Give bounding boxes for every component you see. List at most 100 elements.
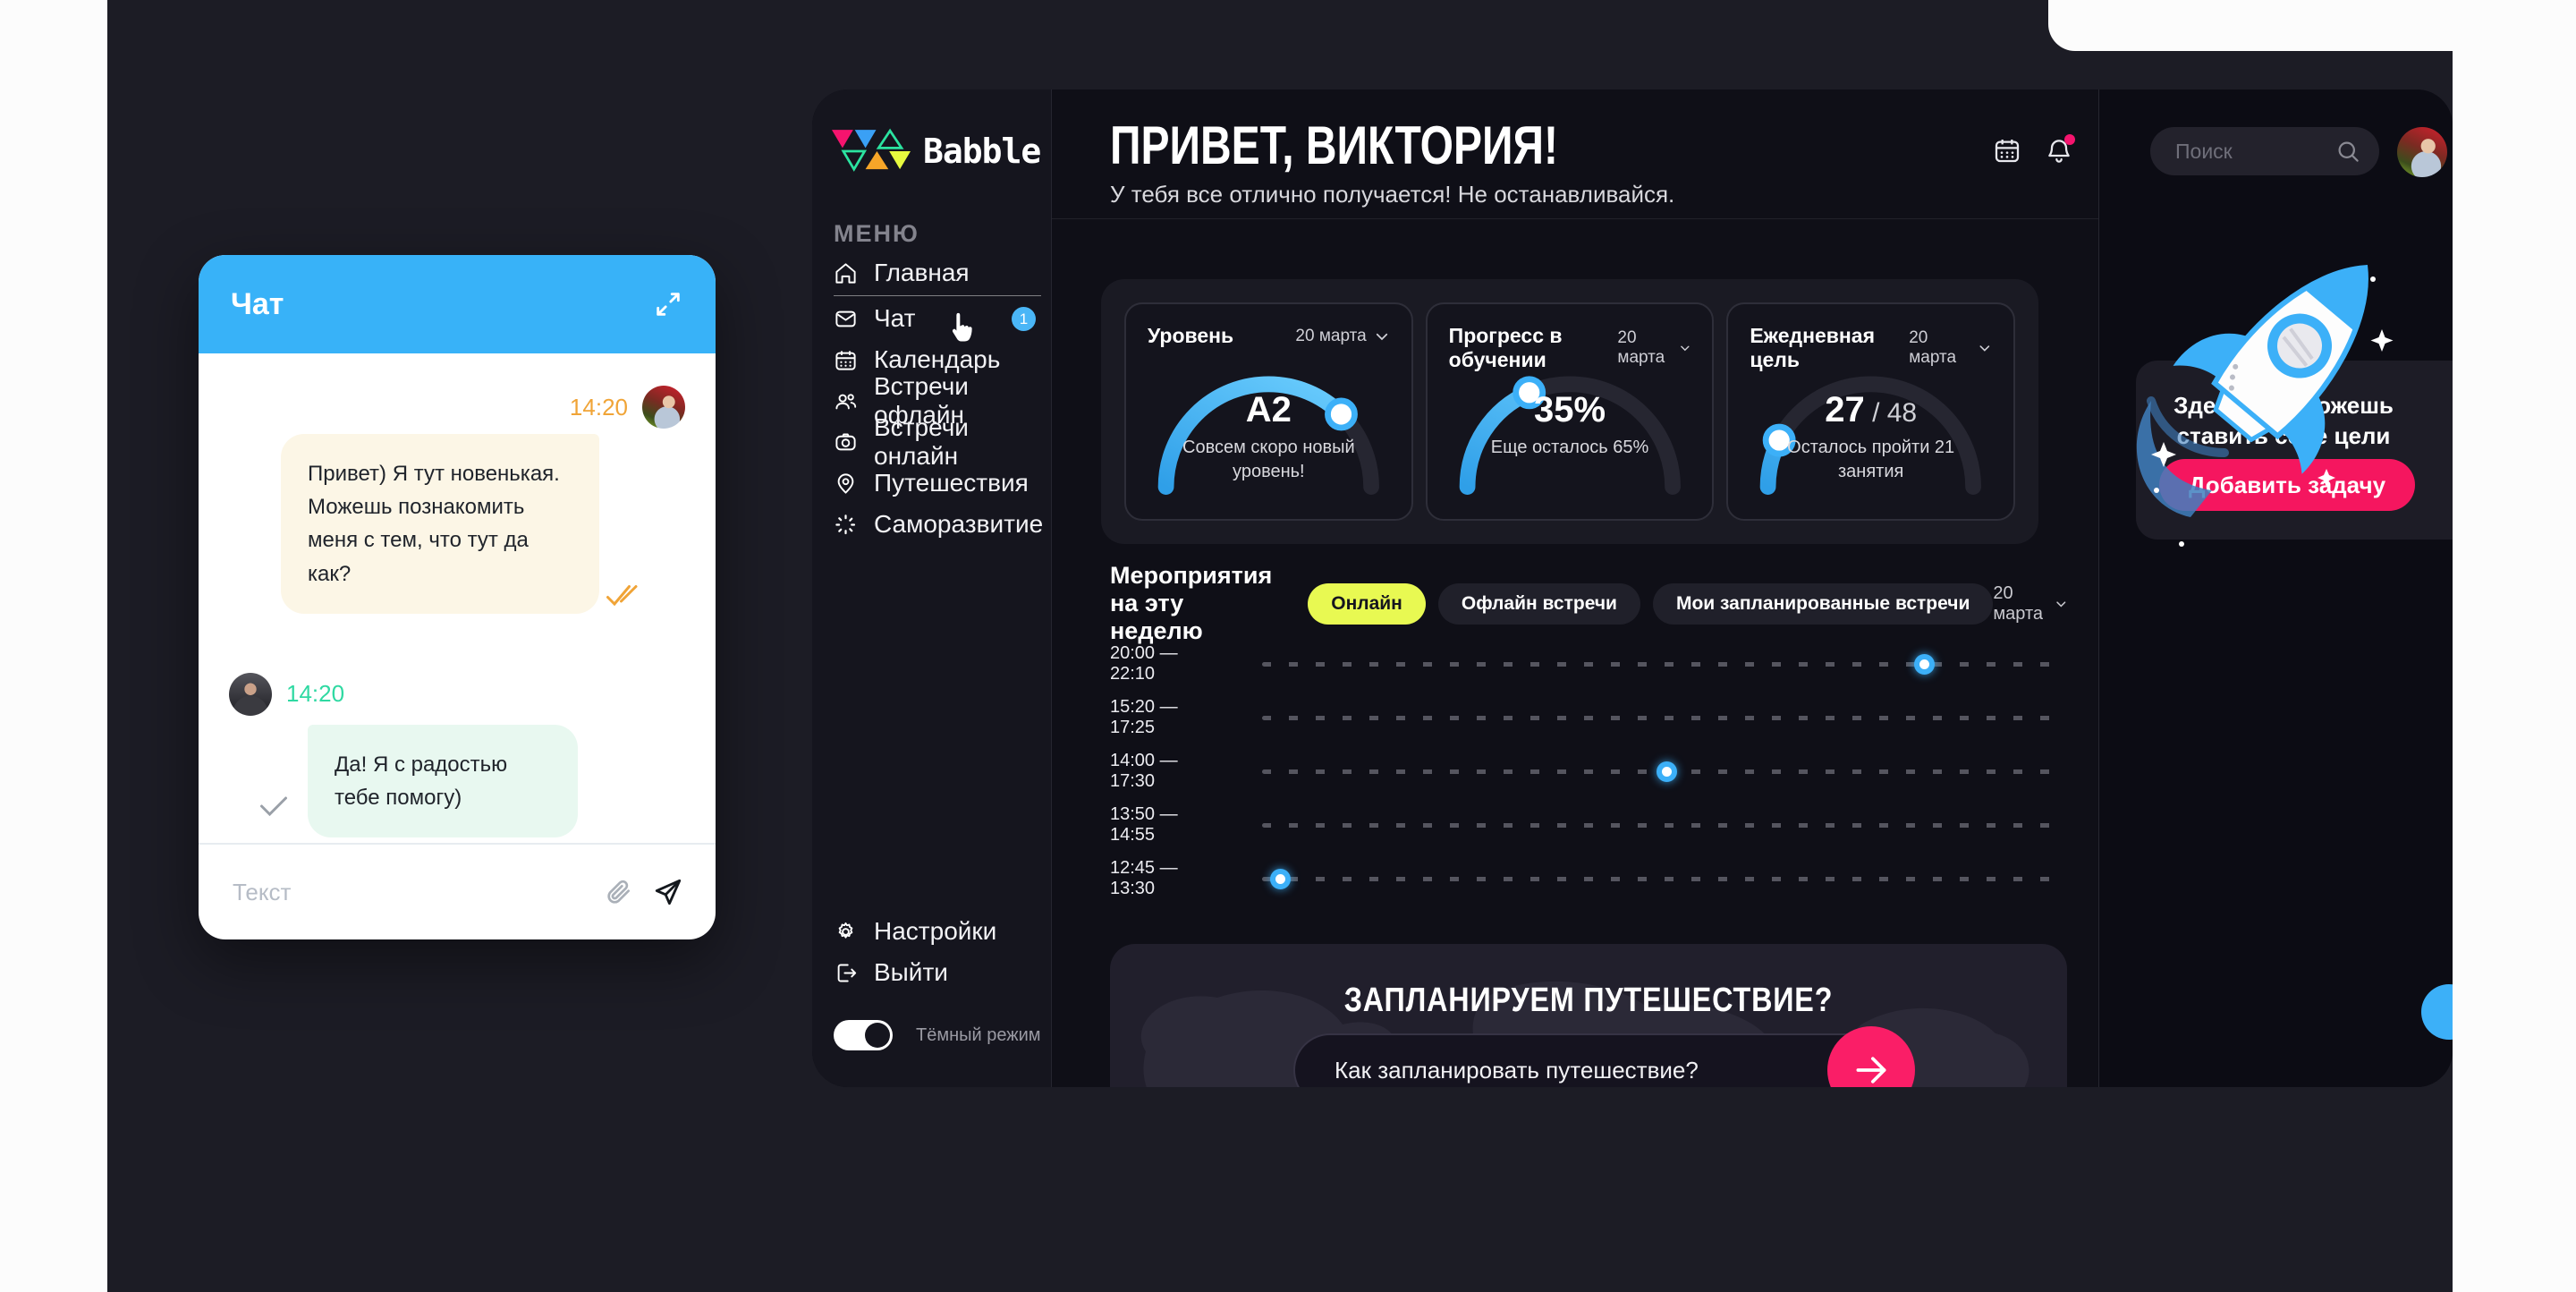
active-item-underline: [834, 295, 1041, 296]
page-title: ПРИВЕТ, ВИКТОРИЯ!: [1110, 115, 1558, 175]
gauge-chart: [1459, 376, 1681, 495]
sidebar-item-label: Чат: [874, 304, 916, 332]
chat-text-input[interactable]: [231, 877, 585, 907]
chat-unread-badge: 1: [1012, 307, 1036, 331]
travel-input-pill: [1293, 1026, 1915, 1087]
event-dot[interactable]: [1270, 869, 1291, 889]
sidebar-item-online-meetings[interactable]: Встречи онлайн: [834, 413, 1041, 470]
send-icon[interactable]: [653, 877, 683, 907]
schedule-header: Мероприятия на эту неделю Онлайн Офлайн …: [1110, 562, 2066, 645]
sidebar-item-home[interactable]: Главная: [834, 252, 1041, 293]
page-subtitle: У тебя все отлично получается! Не остана…: [1110, 181, 1675, 208]
floating-chat-button[interactable]: [2421, 984, 2453, 1040]
search-input[interactable]: [2174, 138, 2334, 165]
chevron-down-icon: [1376, 333, 1387, 340]
avatar-man: [229, 672, 272, 716]
gear-icon: [838, 922, 853, 939]
sidebar-item-label: Главная: [874, 259, 970, 286]
stat-card-daily-goal: Ежедневная цель 20 марта: [1726, 302, 2016, 521]
schedule-rows: 20:00 — 22:10 15:20 — 17:25 14:00 — 17:3…: [1110, 637, 2067, 905]
filter-online[interactable]: Онлайн: [1308, 582, 1426, 625]
header-icons: [1993, 134, 2075, 165]
goals-caption-line2: ставить себе цели: [2176, 421, 2391, 449]
schedule-date: 20 марта: [1993, 582, 2044, 624]
notifications-bell-icon[interactable]: [2045, 134, 2075, 165]
expand-icon[interactable]: [653, 289, 683, 319]
sent-check-icon: [258, 794, 290, 829]
gauge-chart: [1760, 376, 1982, 495]
card-title: Уровень: [1148, 324, 1234, 347]
chat-widget: Чат 14:20 Привет) Я тут новенькая. Можеш…: [199, 255, 716, 939]
people-icon: [835, 393, 857, 409]
card-date: 20 марта: [1617, 328, 1665, 367]
stat-card-progress: Прогресс в обучении 20 марта: [1425, 302, 1715, 521]
gauge-chart: [1157, 376, 1379, 495]
stats-cards-group: Уровень 20 марта: [1101, 279, 2038, 544]
dashed-line: [1262, 662, 2067, 667]
sidebar-item-self-development[interactable]: Саморазвитие: [834, 504, 1044, 545]
chevron-down-icon: [2056, 600, 2066, 607]
travel-question-input[interactable]: [1333, 1055, 1766, 1085]
sidebar-item-label: Настройки: [874, 917, 997, 945]
calendar-icon: [835, 350, 856, 370]
message-meta: 14:20: [229, 386, 685, 429]
search-icon[interactable]: [2334, 138, 2361, 165]
dashed-line: [1262, 877, 2067, 881]
event-dot[interactable]: [1657, 761, 1677, 782]
schedule-track: [1262, 816, 2067, 834]
logout-icon: [837, 964, 857, 982]
dark-mode-toggle[interactable]: [834, 1020, 893, 1050]
schedule-track: [1262, 761, 2067, 782]
sidebar-item-travel[interactable]: Путешествия: [834, 463, 1041, 504]
attach-icon[interactable]: [605, 878, 633, 906]
card-title: Прогресс в обучении: [1448, 324, 1563, 371]
sidebar-item-settings[interactable]: Настройки: [834, 911, 1041, 952]
avatar-girl: [642, 386, 685, 429]
goals-caption-line1: Здесь ты сможешь: [2174, 392, 2394, 419]
message-time: 14:20: [286, 680, 345, 708]
goals-card: Здесь ты сможешь ставить себе цели Добав…: [2136, 361, 2453, 540]
filter-my-planned-meetings[interactable]: Мои запланированные встречи: [1652, 582, 1994, 625]
arrow-right-icon: [1856, 1057, 1886, 1084]
calendar-icon[interactable]: [1993, 136, 2021, 165]
schedule-track: [1262, 869, 2067, 889]
schedule-filters: Онлайн Офлайн встречи Мои запланированны…: [1308, 582, 1994, 625]
chat-header: Чат: [199, 255, 716, 353]
logo-triangles-icon: [832, 128, 911, 172]
card-date-dropdown[interactable]: 20 марта: [1617, 328, 1690, 368]
brand-name: Babble: [923, 132, 1041, 171]
sidebar-footer: Настройки Выйти: [834, 911, 1041, 993]
message-time: 14:20: [569, 393, 628, 421]
sidebar-item-label: Саморазвитие: [874, 510, 1044, 538]
mouse-cursor: [951, 311, 974, 344]
card-date-dropdown[interactable]: 20 марта: [1295, 327, 1389, 346]
travel-title: ЗАПЛАНИРУЕМ ПУТЕШЕСТВИЕ?: [1343, 982, 1834, 1019]
travel-banner: ЗАПЛАНИРУЕМ ПУТЕШЕСТВИЕ?: [1110, 944, 2067, 1087]
schedule-row: 13:50 — 14:55: [1110, 798, 2067, 852]
read-check-icon: [605, 582, 646, 619]
sidebar-item-label: Календарь: [874, 345, 1001, 373]
schedule-row: 12:45 — 13:30: [1110, 852, 2067, 905]
sidebar-item-logout[interactable]: Выйти: [834, 952, 1041, 993]
card-title: Ежедневная цель: [1750, 324, 1876, 371]
brand-logo: Babble: [832, 125, 1041, 177]
toggle-knob: [865, 1023, 890, 1048]
add-task-button[interactable]: Добавить задачу: [2159, 459, 2415, 511]
user-avatar[interactable]: [2397, 127, 2447, 177]
schedule-date-dropdown[interactable]: 20 марта: [1993, 583, 2068, 625]
sidebar-item-chat[interactable]: Чат 1: [834, 298, 1041, 339]
message-text: Да! Я с радостью тебе помогу): [335, 752, 508, 810]
sidebar-item-calendar[interactable]: Календарь: [834, 339, 1041, 380]
map-pin-icon: [837, 472, 854, 494]
sidebar-item-offline-meetings[interactable]: Встречи офлайн: [834, 372, 1041, 429]
dark-mode-label: Тёмный режим: [916, 1024, 1041, 1045]
search-bar: [2150, 127, 2379, 175]
card-date-dropdown[interactable]: 20 марта: [1909, 328, 1992, 368]
time-slot-label: 13:50 — 14:55: [1110, 804, 1178, 845]
event-dot[interactable]: [1914, 654, 1935, 675]
message-bubble-incoming[interactable]: Да! Я с радостью тебе помогу): [260, 724, 578, 838]
sidebar-item-label: Путешествия: [874, 469, 1029, 497]
filter-offline-meetings[interactable]: Офлайн встречи: [1437, 582, 1640, 625]
message-bubble-outgoing[interactable]: Привет) Я тут новенькая. Можешь познаком…: [281, 434, 638, 614]
